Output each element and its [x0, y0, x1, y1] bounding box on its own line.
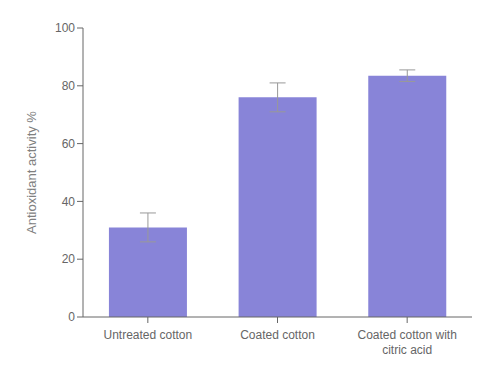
svg-text:20: 20 — [62, 252, 76, 266]
svg-text:40: 40 — [62, 195, 76, 209]
svg-text:60: 60 — [62, 137, 76, 151]
svg-text:Antioxidant activity %: Antioxidant activity % — [24, 111, 39, 234]
svg-text:Coated cotton withcitric acid: Coated cotton withcitric acid — [357, 328, 456, 357]
svg-text:80: 80 — [62, 79, 76, 93]
svg-text:Untreated cotton: Untreated cotton — [103, 328, 192, 342]
svg-text:100: 100 — [55, 21, 75, 35]
svg-text:0: 0 — [68, 310, 75, 324]
svg-text:Coated cotton: Coated cotton — [240, 328, 315, 342]
